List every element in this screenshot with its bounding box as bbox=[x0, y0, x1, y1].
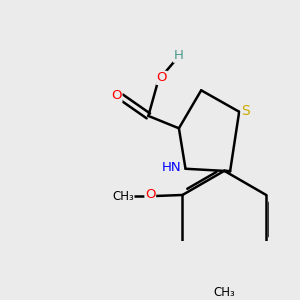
Text: HN: HN bbox=[161, 161, 181, 174]
Text: S: S bbox=[241, 103, 250, 118]
Text: CH₃: CH₃ bbox=[112, 190, 134, 203]
Text: O: O bbox=[157, 71, 167, 84]
Text: O: O bbox=[145, 188, 155, 202]
Text: CH₃: CH₃ bbox=[213, 286, 235, 299]
Text: H: H bbox=[174, 49, 183, 62]
Text: O: O bbox=[111, 89, 122, 102]
